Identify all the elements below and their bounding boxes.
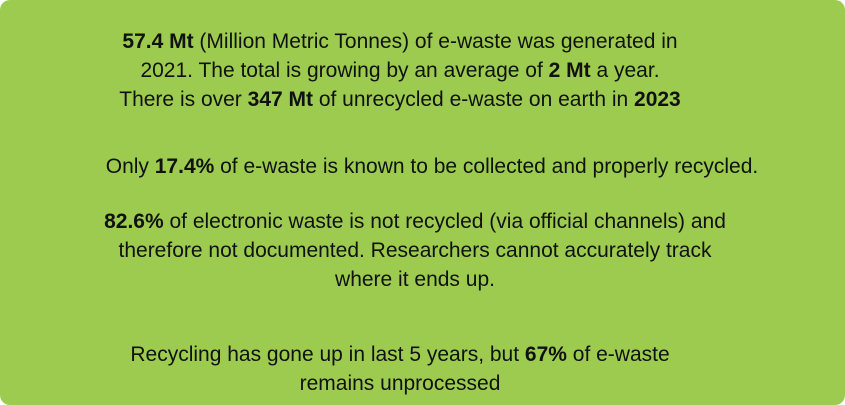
stat-year: 2023: [634, 88, 681, 111]
stat-value: 82.6%: [104, 210, 164, 233]
text: of electronic waste is not recycled (via…: [163, 210, 726, 233]
line: 82.6% of electronic waste is not recycle…: [10, 207, 820, 236]
line: Recycling has gone up in last 5 years, b…: [40, 340, 760, 369]
text: Recycling has gone up in last 5 years, b…: [130, 343, 525, 366]
text: 2021. The total is growing by an average…: [140, 59, 549, 82]
line: Only 17.4% of e-waste is known to be col…: [22, 152, 842, 181]
text: therefore not documented. Researchers ca…: [118, 239, 712, 262]
text: of e-waste: [566, 343, 670, 366]
text: (Million Metric Tonnes) of e-waste was g…: [193, 30, 678, 53]
line: 2021. The total is growing by an average…: [0, 56, 800, 85]
text: where it ends up.: [335, 268, 495, 291]
stat-value: 17.4%: [154, 155, 215, 178]
ewaste-generation-paragraph: 57.4 Mt (Million Metric Tonnes) of e-was…: [0, 27, 800, 114]
text: There is over: [119, 88, 248, 111]
text: a year.: [590, 59, 660, 82]
text: remains unprocessed: [299, 372, 501, 395]
text: Only: [105, 155, 155, 178]
unprocessed-share-paragraph: Recycling has gone up in last 5 years, b…: [40, 340, 760, 398]
line: remains unprocessed: [40, 369, 760, 398]
stat-value: 2 Mt: [548, 59, 591, 82]
stat-value: 57.4 Mt: [122, 30, 194, 53]
line: There is over 347 Mt of unrecycled e-was…: [0, 85, 800, 114]
text: of e-waste is known to be collected and …: [214, 155, 759, 178]
stat-value: 67%: [524, 343, 567, 366]
unrecycled-share-paragraph: 82.6% of electronic waste is not recycle…: [10, 207, 820, 294]
recycled-share-paragraph: Only 17.4% of e-waste is known to be col…: [22, 152, 842, 181]
line: therefore not documented. Researchers ca…: [10, 236, 820, 265]
line: 57.4 Mt (Million Metric Tonnes) of e-was…: [0, 27, 800, 56]
line: where it ends up.: [10, 265, 820, 294]
stat-value: 347 Mt: [247, 88, 313, 111]
text: of unrecycled e-waste on earth in: [313, 88, 635, 111]
